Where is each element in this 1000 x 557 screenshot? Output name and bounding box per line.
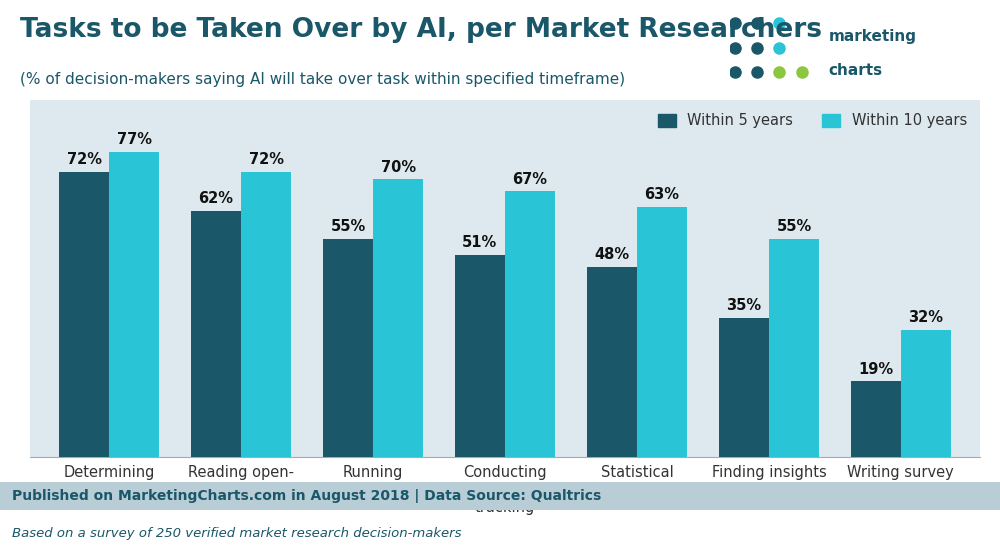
Text: 48%: 48% [594,247,629,262]
Bar [373,179,423,457]
Bar [851,382,901,457]
Bar [901,330,951,457]
Text: 51%: 51% [462,235,498,250]
Text: 35%: 35% [726,299,761,314]
Bar [587,267,637,457]
Bar [323,239,373,457]
Bar [505,192,555,457]
Text: 63%: 63% [645,188,680,202]
Bar [637,207,687,457]
Text: 55%: 55% [776,219,812,234]
Text: charts: charts [829,63,883,77]
Text: marketing: marketing [829,30,917,44]
Text: Published on MarketingCharts.com in August 2018 | Data Source: Qualtrics: Published on MarketingCharts.com in Augu… [12,488,601,503]
Text: Tasks to be Taken Over by AI, per Market Researchers: Tasks to be Taken Over by AI, per Market… [20,17,822,43]
Text: 19%: 19% [858,361,893,377]
Text: 70%: 70% [381,160,416,175]
Bar [59,172,109,457]
Text: 72%: 72% [67,152,102,167]
Bar [719,318,769,457]
Text: 55%: 55% [330,219,366,234]
Bar [191,211,241,457]
Legend: Within 5 years, Within 10 years: Within 5 years, Within 10 years [652,108,973,134]
Text: Based on a survey of 250 verified market research decision-makers: Based on a survey of 250 verified market… [12,527,462,540]
Text: 32%: 32% [908,310,943,325]
Text: 77%: 77% [117,132,152,147]
Text: 67%: 67% [513,172,548,187]
Text: (% of decision-makers saying AI will take over task within specified timeframe): (% of decision-makers saying AI will tak… [20,72,625,87]
Bar [241,172,291,457]
Text: 62%: 62% [199,192,234,207]
Bar [109,152,159,457]
Bar [455,255,505,457]
Bar [769,239,819,457]
Text: 72%: 72% [249,152,284,167]
